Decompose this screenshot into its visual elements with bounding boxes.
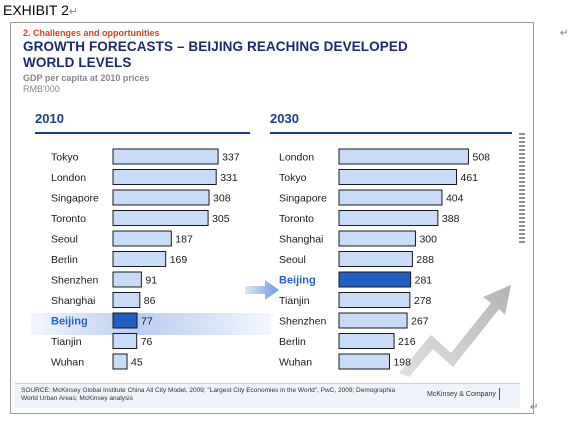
- growth-arrow-icon: [399, 285, 511, 377]
- panel-2030-value-shenzhen: 267: [411, 316, 429, 328]
- panel-2030-value-london: 508: [472, 152, 490, 164]
- panel-2030-label-singapore: Singapore: [279, 193, 327, 205]
- transition-arrow-icon: [245, 280, 279, 300]
- section-overline: 2. Challenges and opportunities: [23, 28, 160, 38]
- panel-2010-label-shenzhen: Shenzhen: [51, 275, 98, 287]
- panel-2030-value-beijing: 281: [415, 275, 433, 287]
- panel-2030-value-singapore: 404: [446, 193, 464, 205]
- panel-2010-label-wuhan: Wuhan: [51, 357, 84, 369]
- panel-2010-value-shenzhen: 91: [145, 275, 157, 287]
- panel-2030-bar-tianjin: [338, 292, 411, 308]
- panel-2010-label-tianjin: Tianjin: [51, 336, 82, 348]
- panel-2030-label-wuhan: Wuhan: [279, 357, 312, 369]
- panel-2030-value-seoul: 288: [416, 254, 434, 266]
- panel-2030-label-shenzhen: Shenzhen: [279, 316, 326, 328]
- panel-2030-bar-shanghai: [338, 230, 416, 247]
- panel-2010-value-berlin: 169: [170, 254, 188, 266]
- panel-2030-label-beijing: Beijing: [279, 275, 316, 287]
- panel-2030-bar-tokyo: [338, 169, 458, 185]
- exhibit-text: EXHIBIT 2: [3, 2, 69, 18]
- panel-2010-value-shanghai: 86: [144, 295, 156, 307]
- source-note: SOURCE: McKinsey Global Institute China …: [21, 387, 396, 402]
- panel-2030-label-tianjin: Tianjin: [279, 295, 310, 307]
- panel-2010-value-toronto: 305: [212, 213, 230, 225]
- panel-2010-title-rule: [35, 132, 250, 134]
- panel-2030-bar-seoul: [338, 251, 413, 267]
- panel-2030-value-wuhan: 198: [393, 357, 411, 369]
- slide: 2. Challenges and opportunities GROWTH F…: [10, 22, 534, 414]
- panel-2030-value-tianjin: 278: [414, 295, 432, 307]
- footer: SOURCE: McKinsey Global Institute China …: [15, 383, 520, 408]
- panel-2010-bar-tokyo: [112, 148, 219, 165]
- panel-2030-label-seoul: Seoul: [279, 254, 306, 266]
- panel-2010-label-toronto: Toronto: [51, 213, 86, 225]
- panel-2030-bar-toronto: [338, 210, 439, 226]
- panel-2010-label-shanghai: Shanghai: [51, 295, 95, 307]
- panel-2030-bar-wuhan: [338, 353, 390, 370]
- panel-2010-bar-beijing: [112, 312, 138, 329]
- panel-2010-bar-shenzhen: [112, 271, 142, 288]
- panel-2030-bar-london: [338, 148, 469, 165]
- paragraph-mark-top: ↵: [560, 28, 569, 39]
- panel-2010-label-tokyo: Tokyo: [51, 152, 79, 164]
- panel-2030-label-toronto: Toronto: [279, 213, 314, 225]
- panel-2010-bar-berlin: [112, 251, 167, 267]
- footer-divider: [499, 388, 500, 400]
- panel-2010-value-tokyo: 337: [222, 152, 240, 164]
- panel-2010-bar-singapore: [112, 189, 210, 206]
- panel-2010-value-wuhan: 45: [131, 357, 143, 369]
- panel-2030-label-tokyo: Tokyo: [279, 172, 307, 184]
- panel-2010-bar-toronto: [112, 210, 209, 226]
- panel-2030-title-rule: [270, 132, 512, 134]
- beijing-highlight-glow: [31, 313, 271, 335]
- panel-2030-value-toronto: 388: [442, 213, 460, 225]
- panel-2030-bar-singapore: [338, 189, 443, 206]
- unit-label: RMB'000: [23, 84, 60, 94]
- panel-2010-label-berlin: Berlin: [51, 254, 78, 266]
- panel-2010-bar-seoul: [112, 230, 172, 247]
- paragraph-mark: ↵: [68, 6, 79, 18]
- panel-2010-value-singapore: 308: [213, 193, 231, 205]
- exhibit-label: EXHIBIT 2↵: [3, 2, 78, 18]
- panel-2010-bar-wuhan: [112, 353, 128, 370]
- panel-2030-value-tokyo: 461: [461, 172, 479, 184]
- chart-area: 2010 Tokyo 337 London 331 Singapore 308 Toronto…: [35, 111, 512, 370]
- panel-2010-value-seoul: 187: [175, 234, 193, 246]
- panel-2010-bar-shanghai: [112, 292, 141, 308]
- panel-2030-value-shanghai: 300: [419, 234, 437, 246]
- vertical-footnote-text: [519, 133, 525, 243]
- panel-2030-title: 2030: [270, 111, 299, 126]
- panel-2030-label-shanghai: Shanghai: [279, 234, 323, 246]
- panel-2010-label-london: London: [51, 172, 86, 184]
- panel-2010-label-seoul: Seoul: [51, 234, 78, 246]
- panel-2030-label-berlin: Berlin: [279, 336, 306, 348]
- panel-2030-bar-shenzhen: [338, 312, 408, 329]
- panel-2010-bar-london: [112, 169, 217, 185]
- panel-2030-value-berlin: 216: [398, 336, 416, 348]
- panel-2030-label-london: London: [279, 152, 314, 164]
- chart-subtitle: GDP per capita at 2010 prices: [23, 73, 150, 83]
- paragraph-mark-bottom: ↵: [530, 402, 539, 413]
- panel-2010-value-london: 331: [220, 172, 238, 184]
- panel-2010-value-tianjin: 76: [141, 336, 153, 348]
- panel-2010-label-beijing: Beijing: [51, 316, 88, 328]
- brand-label: McKinsey & Company: [427, 391, 496, 398]
- panel-2010-bar-tianjin: [112, 333, 138, 349]
- panel-2010-value-beijing: 77: [141, 316, 153, 328]
- panel-2030-bar-berlin: [338, 333, 395, 349]
- slide-title: GROWTH FORECASTS – BEIJING REACHING DEVE…: [23, 39, 408, 70]
- panel-2010-label-singapore: Singapore: [51, 193, 99, 205]
- panel-2010-title: 2010: [35, 111, 64, 126]
- panel-2030-bar-beijing: [338, 271, 412, 288]
